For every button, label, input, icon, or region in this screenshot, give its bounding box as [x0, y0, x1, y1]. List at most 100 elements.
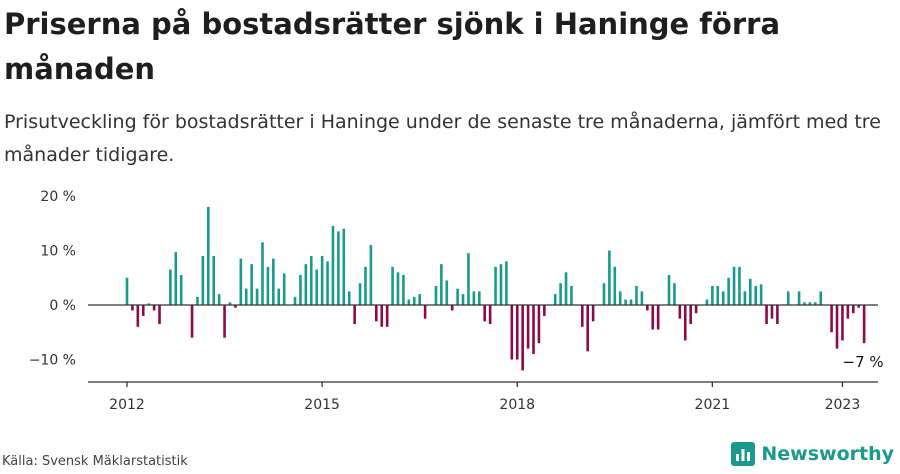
bar: [315, 269, 318, 305]
bar: [380, 305, 384, 327]
bar: [342, 228, 346, 305]
bar: [299, 275, 302, 306]
bar: [553, 294, 557, 305]
bar: [521, 305, 524, 371]
bar: [673, 283, 676, 305]
bars: [125, 206, 866, 371]
bar: [179, 275, 183, 306]
bar: [353, 305, 356, 325]
bar: [705, 299, 709, 305]
bar: [505, 261, 508, 305]
source-note: Källa: Svensk Mäklarstatistik: [2, 454, 188, 469]
bar: [846, 305, 850, 319]
bar: [494, 266, 497, 305]
bar: [255, 288, 259, 305]
bar: [402, 275, 405, 306]
bar: [244, 288, 248, 305]
bar: [147, 303, 150, 305]
bar: [759, 284, 763, 305]
bar: [683, 305, 687, 341]
bar: [618, 291, 622, 306]
bar: [532, 305, 535, 355]
bar: [629, 299, 633, 305]
bar: [309, 255, 313, 305]
bar: [749, 278, 752, 305]
bar: [228, 302, 232, 306]
x-axis-ticks: 2012 2015 2018 2021 2023: [109, 382, 860, 413]
bar: [136, 305, 140, 327]
bar: [570, 285, 573, 305]
bar: [640, 291, 644, 306]
bar: [580, 305, 584, 327]
bar: [250, 264, 253, 306]
bar: [841, 305, 844, 341]
bar: [358, 283, 362, 305]
bar: [862, 305, 866, 344]
bar: [602, 283, 606, 305]
brand-logo: Newsworthy: [731, 442, 894, 466]
bar: [743, 291, 747, 306]
bar: [678, 305, 682, 319]
bar: [488, 305, 492, 325]
bar: [434, 285, 438, 305]
bar: [217, 294, 221, 305]
bar: [407, 299, 411, 305]
bar: [515, 305, 519, 360]
bar-chart: 20 % 10 % 0 % −10 % 2012 2015 2018 2021 2023 −7…: [29, 189, 884, 413]
bar: [375, 305, 378, 322]
bar: [721, 291, 725, 306]
bar: [526, 305, 530, 349]
bar: [716, 285, 720, 305]
bar: [624, 299, 627, 305]
bar: [803, 302, 806, 306]
bar: [282, 273, 286, 305]
bar: [190, 305, 194, 338]
bar: [667, 275, 671, 306]
bar: [613, 266, 617, 305]
y-tick-label: −10 %: [29, 353, 76, 369]
bar: [223, 305, 226, 338]
bar: [331, 225, 335, 305]
bar: [851, 305, 855, 314]
bar: [304, 264, 308, 306]
bar: [456, 288, 459, 305]
bar: [261, 242, 264, 305]
bar: [272, 258, 275, 305]
bar: [412, 296, 416, 306]
bar: [158, 305, 161, 325]
latest-value-label: −7 %: [843, 353, 884, 371]
bar: [196, 296, 199, 306]
bar: [543, 305, 546, 316]
y-tick-label: 20 %: [40, 189, 76, 205]
bar: [450, 305, 454, 311]
bar: [776, 305, 779, 325]
bar: [857, 305, 860, 308]
bar: [234, 305, 237, 308]
bar: [591, 305, 595, 322]
bar: [835, 305, 839, 349]
bar: [396, 272, 400, 305]
bar: [201, 255, 205, 305]
bar: [635, 285, 638, 305]
bar: [808, 302, 812, 306]
bar: [207, 206, 210, 305]
y-tick-label: 0 %: [49, 298, 76, 314]
bar: [797, 291, 801, 306]
bar: [467, 253, 470, 305]
bar: [293, 296, 297, 306]
bar: [646, 305, 649, 311]
bar: [152, 305, 156, 311]
bar: [212, 255, 216, 305]
x-tick-label: 2018: [499, 397, 535, 413]
bar: [651, 305, 655, 330]
bar: [499, 264, 503, 306]
x-tick-label: 2012: [109, 397, 145, 413]
bar: [478, 291, 481, 306]
bar: [141, 305, 145, 316]
bar: [814, 302, 817, 306]
bar: [786, 291, 790, 306]
y-tick-label: 10 %: [40, 244, 76, 260]
bar: [385, 305, 389, 327]
bar: [770, 305, 774, 319]
bar: [819, 291, 823, 306]
